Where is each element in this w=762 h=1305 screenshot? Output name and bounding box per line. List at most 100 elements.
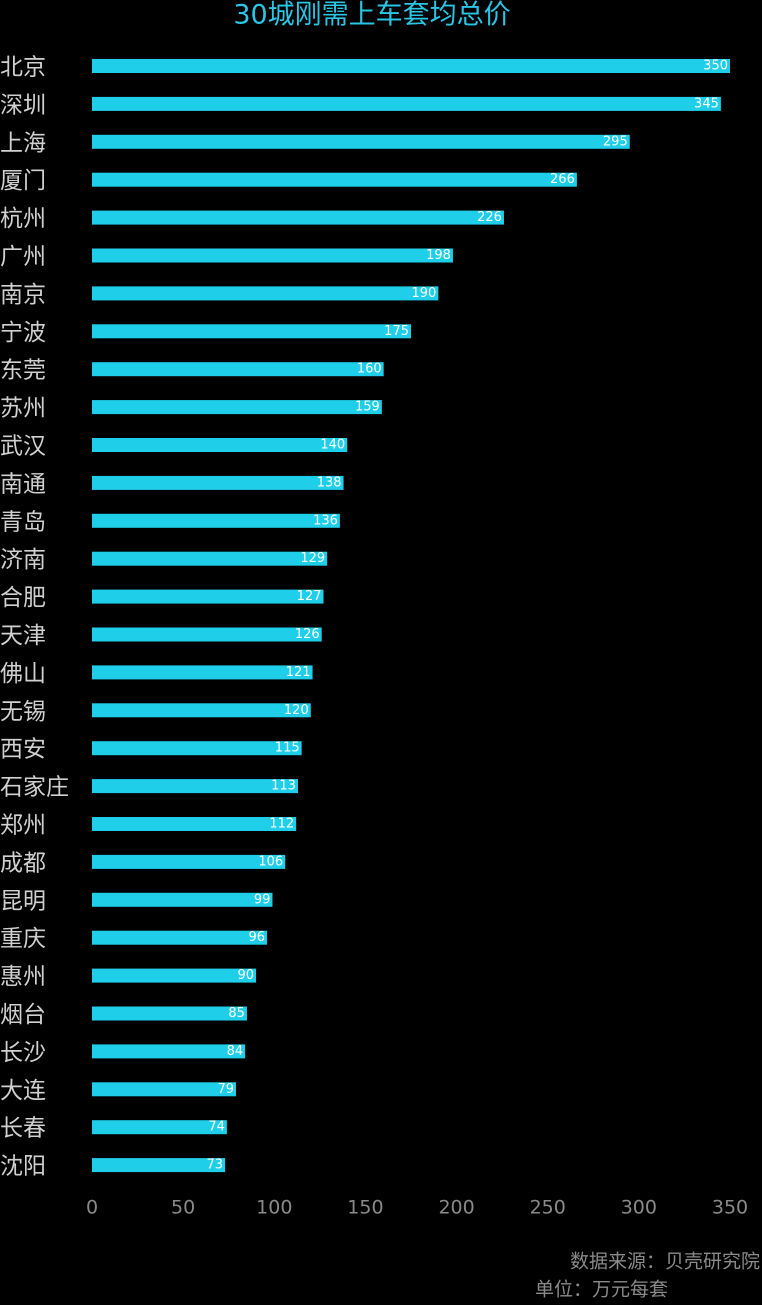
value-label: 74 <box>208 1120 225 1135</box>
value-label: 295 <box>603 134 628 149</box>
bar <box>92 96 721 111</box>
value-label: 99 <box>254 892 271 907</box>
bar <box>92 1006 247 1021</box>
bar <box>92 892 273 907</box>
value-label: 79 <box>217 1082 234 1097</box>
value-label: 120 <box>284 703 309 718</box>
bar <box>92 134 630 149</box>
y-tick-label: 佛山 <box>0 661 46 687</box>
y-tick-label: 苏州 <box>0 396 46 422</box>
bar <box>92 210 504 225</box>
y-tick-label: 西安 <box>0 737 46 763</box>
y-tick-label: 南京 <box>0 282 46 308</box>
value-label: 175 <box>384 324 409 339</box>
value-label: 106 <box>258 854 283 869</box>
value-label: 90 <box>238 968 255 983</box>
bar <box>92 779 298 794</box>
value-label: 84 <box>227 1044 244 1059</box>
bar <box>92 475 344 490</box>
y-tick-label: 广州 <box>0 244 46 270</box>
y-tick-label: 武汉 <box>0 434 46 460</box>
y-tick-label: 郑州 <box>0 813 46 839</box>
x-tick-label: 350 <box>712 1197 748 1219</box>
x-tick-label: 250 <box>530 1197 566 1219</box>
x-tick-label: 150 <box>347 1197 383 1219</box>
bar <box>92 1044 246 1059</box>
value-label: 127 <box>297 589 322 604</box>
value-label: 226 <box>477 210 502 225</box>
y-tick-label: 济南 <box>0 547 46 573</box>
y-tick-label: 长沙 <box>0 1040 46 1066</box>
bar <box>92 665 313 680</box>
value-label: 266 <box>550 172 575 187</box>
bar <box>92 551 328 566</box>
bar <box>92 362 384 377</box>
y-tick-label: 成都 <box>0 850 46 876</box>
bar <box>92 1158 226 1173</box>
bar <box>92 172 577 187</box>
value-label: 136 <box>313 513 338 528</box>
y-tick-label: 石家庄 <box>0 775 69 801</box>
value-label: 190 <box>412 286 437 301</box>
bar <box>92 324 411 339</box>
x-tick-label: 0 <box>86 1197 98 1219</box>
value-label: 198 <box>426 248 451 263</box>
value-label: 345 <box>694 96 719 111</box>
y-tick-label: 厦门 <box>0 168 46 194</box>
y-tick-label: 深圳 <box>0 92 46 118</box>
bar <box>92 286 439 301</box>
value-label: 115 <box>275 741 300 756</box>
y-tick-label: 沈阳 <box>0 1154 46 1180</box>
y-tick-label: 无锡 <box>0 699 46 725</box>
source-note: 数据来源：贝壳研究院 <box>570 1251 760 1273</box>
y-tick-label: 惠州 <box>0 964 46 990</box>
bar <box>92 589 324 604</box>
value-label: 138 <box>317 475 342 490</box>
bar <box>92 59 730 73</box>
y-tick-label: 大连 <box>0 1078 46 1104</box>
x-tick-label: 100 <box>256 1197 292 1219</box>
y-tick-label: 烟台 <box>0 1002 46 1028</box>
bar <box>92 817 297 831</box>
value-label: 129 <box>300 551 325 566</box>
bar <box>92 1120 227 1135</box>
value-label: 126 <box>295 627 320 642</box>
value-label: 112 <box>269 817 294 832</box>
y-tick-label: 上海 <box>0 130 46 156</box>
bar <box>92 703 311 718</box>
bar <box>92 438 348 452</box>
bar <box>92 400 382 415</box>
y-tick-label: 昆明 <box>0 888 46 914</box>
value-label: 85 <box>228 1006 245 1021</box>
value-label: 350 <box>703 59 728 74</box>
bar <box>92 968 257 983</box>
bar <box>92 1082 237 1097</box>
bar <box>92 854 286 869</box>
unit-note: 单位：万元每套 <box>535 1279 668 1301</box>
x-tick-label: 200 <box>438 1197 474 1219</box>
chart-title: 30城刚需上车套均总价 <box>233 0 510 31</box>
value-label: 96 <box>248 930 265 945</box>
value-label: 73 <box>207 1158 224 1173</box>
y-tick-label: 长春 <box>0 1116 46 1142</box>
value-label: 140 <box>320 438 345 453</box>
y-tick-label: 重庆 <box>0 926 46 952</box>
value-label: 113 <box>271 779 296 794</box>
bar <box>92 627 322 642</box>
y-tick-label: 天津 <box>0 623 46 649</box>
y-tick-label: 宁波 <box>0 320 46 346</box>
bar <box>92 513 340 528</box>
x-tick-label: 300 <box>621 1197 657 1219</box>
y-tick-label: 北京 <box>0 55 46 81</box>
value-label: 160 <box>357 362 382 377</box>
bar <box>92 930 267 945</box>
value-label: 159 <box>355 400 380 415</box>
x-tick-label: 50 <box>171 1197 195 1219</box>
bar <box>92 248 453 263</box>
y-tick-label: 南通 <box>0 471 46 497</box>
y-tick-label: 合肥 <box>0 585 46 611</box>
y-tick-label: 杭州 <box>0 206 46 232</box>
y-tick-label: 东莞 <box>0 358 46 384</box>
